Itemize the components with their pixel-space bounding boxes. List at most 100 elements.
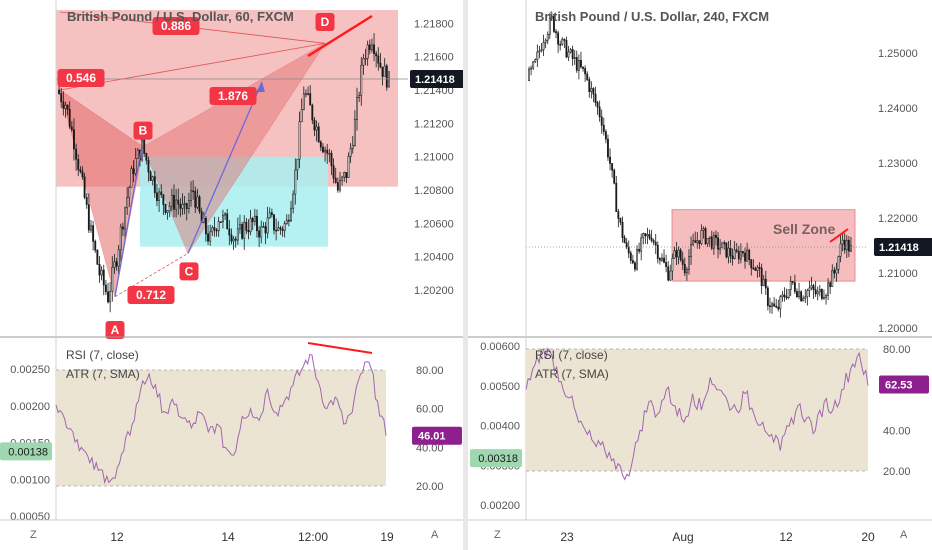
- candle-body: [247, 230, 250, 233]
- candle-body: [239, 224, 241, 230]
- candle-body: [746, 249, 749, 262]
- candle-body: [816, 291, 819, 295]
- candle-body: [843, 239, 846, 251]
- candle-body: [750, 259, 753, 269]
- candle-body: [621, 221, 624, 238]
- left-candles: [58, 33, 390, 313]
- candle-body: [592, 88, 595, 95]
- candle-body: [60, 93, 63, 103]
- candle-body: [631, 260, 634, 264]
- candle-body: [667, 266, 670, 281]
- candle-body: [812, 285, 815, 291]
- candle-body: [273, 214, 275, 231]
- candle-body: [341, 176, 344, 181]
- candle-body: [85, 197, 88, 205]
- candle-body: [656, 244, 659, 259]
- right-a-button[interactable]: A: [900, 529, 908, 541]
- candle-body: [808, 287, 811, 291]
- candle-body: [702, 228, 705, 231]
- candle-body: [68, 109, 71, 128]
- candle-body: [619, 218, 622, 223]
- candle-body: [283, 223, 286, 231]
- price-tick-label: 1.21800: [414, 18, 454, 30]
- right-chart[interactable]: Sell Zone British Pound / U.S. Dollar, 2…: [468, 0, 932, 550]
- price-tick-label: 1.24000: [878, 103, 918, 115]
- point-badge: [105, 321, 125, 339]
- candle-body: [727, 247, 730, 258]
- left-time-axis[interactable]: 12 14 12:00 19: [110, 530, 394, 544]
- candle-body: [793, 282, 796, 292]
- candle-body: [708, 236, 711, 239]
- candle-body: [377, 55, 380, 64]
- candle-body: [731, 255, 734, 259]
- candle-body: [353, 119, 356, 146]
- candle-body: [725, 242, 728, 258]
- atr-tick-label: 0.00050: [10, 511, 50, 523]
- candle-body: [151, 176, 154, 181]
- right-price-axis[interactable]: 1.25000 1.24000 1.23000 1.22000 1.21000 1.200…: [874, 48, 932, 335]
- candle-body: [650, 237, 653, 241]
- candle-body: [347, 156, 350, 178]
- price-tick-label: 1.21200: [414, 118, 454, 130]
- left-last-price-tag: [410, 70, 472, 88]
- candle-body: [339, 179, 341, 191]
- candle-body: [698, 240, 701, 244]
- atr-value-tag: [470, 449, 522, 468]
- candle-body: [358, 95, 361, 98]
- left-z-button[interactable]: Z: [30, 529, 37, 541]
- candle-body: [839, 243, 842, 257]
- candle-body: [785, 296, 788, 299]
- candle-body: [634, 262, 636, 270]
- candle-body: [362, 58, 365, 66]
- candle-body: [175, 199, 178, 210]
- candle-body: [775, 305, 778, 308]
- candle-body: [729, 247, 732, 257]
- candle-body: [268, 212, 271, 219]
- point-badge-text: C: [185, 264, 194, 278]
- atr-tick-label: 0.00250: [10, 364, 50, 376]
- right-time-axis[interactable]: 23 Aug 12 20: [560, 530, 875, 544]
- candle-body: [94, 240, 97, 251]
- candle-body: [121, 226, 124, 230]
- left-a-button[interactable]: A: [431, 529, 439, 541]
- price-tick-label: 1.21000: [878, 268, 918, 280]
- candle-body: [147, 159, 150, 173]
- candle-body: [149, 171, 152, 181]
- right-atr-axis[interactable]: 0.006000.005000.004000.003000.002000.003…: [470, 341, 522, 512]
- candle-body: [228, 228, 231, 236]
- candle-body: [814, 289, 817, 295]
- candle-body: [679, 249, 682, 261]
- left-atr-axis[interactable]: 0.002500.002000.001500.001000.000500.001…: [0, 364, 52, 523]
- candle-body: [737, 250, 740, 260]
- right-z-button[interactable]: Z: [494, 529, 501, 541]
- sell-zone-label: Sell Zone: [773, 221, 835, 237]
- candle-body: [204, 218, 207, 235]
- left-price-axis[interactable]: 1.218001.216001.214001.212001.210001.208…: [410, 18, 472, 297]
- candle-body: [590, 88, 593, 92]
- candle-body: [232, 238, 235, 242]
- candle-body: [366, 44, 369, 59]
- candle-body: [102, 269, 105, 286]
- candle-body: [688, 256, 690, 270]
- right-chart-title: British Pound / U.S. Dollar, 240, FXCM: [535, 9, 769, 24]
- candle-body: [625, 242, 628, 248]
- left-rsi-axis[interactable]: 80.00 60.00 40.00 20.00 46.01: [412, 365, 462, 493]
- candle-body: [307, 93, 310, 95]
- rsi-divergence-line: [307, 342, 373, 354]
- time-tick-label: 12: [779, 530, 793, 544]
- candle-body: [164, 204, 167, 213]
- candle-body: [748, 249, 751, 260]
- left-chart[interactable]: 0.546 0.886 1.876 0.712 B C A D British Pound /…: [0, 0, 472, 550]
- candle-body: [285, 219, 288, 224]
- arrow-head: [256, 82, 265, 92]
- candle-body: [586, 73, 589, 80]
- panel-divider[interactable]: [463, 0, 468, 550]
- point-badge: [179, 262, 199, 281]
- candle-body: [744, 252, 746, 262]
- rsi-tick-label: 80.00: [883, 344, 911, 356]
- candle-body: [690, 243, 692, 258]
- right-rsi-label: RSI (7, close): [535, 348, 608, 362]
- atr-tick-label: 0.00200: [480, 500, 520, 512]
